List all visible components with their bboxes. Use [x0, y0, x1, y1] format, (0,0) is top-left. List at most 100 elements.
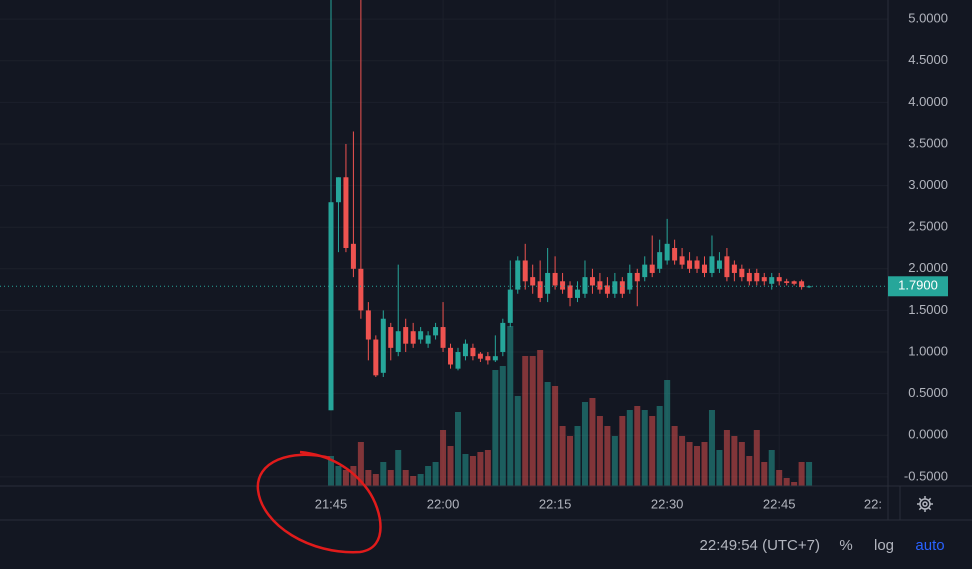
- volume-bar: [350, 466, 357, 486]
- candle-body: [634, 272, 640, 282]
- candle-body: [537, 281, 543, 298]
- percent-button[interactable]: %: [839, 537, 852, 554]
- volume-bar: [753, 430, 760, 486]
- volume-bar: [507, 326, 514, 486]
- candle-body: [365, 310, 371, 340]
- volume-bar: [806, 462, 813, 486]
- candle-body: [575, 289, 581, 298]
- candle-body: [328, 202, 334, 411]
- volume-bar: [649, 416, 656, 486]
- y-tick-label: 2.5000: [908, 219, 948, 234]
- volume-bar: [372, 474, 379, 486]
- candle-body: [507, 289, 513, 323]
- candle-body: [552, 272, 558, 286]
- volume-bar: [380, 462, 387, 486]
- plot-area: [0, 0, 888, 486]
- volume-bar: [686, 442, 693, 486]
- candle-body: [649, 264, 655, 273]
- volume-bar: [440, 430, 447, 486]
- volume-bar: [335, 466, 342, 486]
- volume-bar: [619, 416, 626, 486]
- volume-bar: [544, 382, 551, 486]
- candle-body: [560, 281, 566, 290]
- candle-body: [470, 347, 476, 357]
- candle-body: [627, 272, 633, 290]
- volume-bar: [604, 426, 611, 486]
- volume-bar: [365, 470, 372, 486]
- volume-bar: [395, 450, 402, 486]
- y-tick-label: 4.0000: [908, 94, 948, 109]
- volume-bar: [581, 402, 588, 486]
- candle-body: [410, 331, 416, 344]
- volume-bar: [761, 462, 768, 486]
- candle-body: [388, 327, 394, 348]
- x-tick-label: 22:00: [427, 496, 460, 511]
- y-tick-label: 2.0000: [908, 260, 948, 275]
- volume-bar: [425, 466, 432, 486]
- candle-body: [702, 264, 707, 273]
- candle-body: [433, 327, 439, 336]
- candle-body: [380, 318, 386, 373]
- volume-bar: [499, 366, 506, 486]
- volume-bar: [731, 436, 738, 486]
- volume-bar: [634, 406, 641, 486]
- volume-bar: [357, 442, 364, 486]
- volume-bar: [589, 398, 596, 486]
- volume-bar: [477, 452, 484, 486]
- y-tick-label: 0.5000: [908, 385, 948, 400]
- volume-bar: [522, 356, 529, 486]
- volume-bar: [469, 456, 476, 486]
- last-price-label: 1.7900: [898, 278, 938, 293]
- volume-bar: [514, 396, 521, 486]
- candle-body: [806, 286, 812, 288]
- candle-body: [343, 177, 349, 248]
- candle-body: [694, 260, 700, 269]
- candle-body: [440, 327, 446, 348]
- candle-body: [791, 281, 797, 284]
- auto-button[interactable]: auto: [915, 537, 944, 554]
- volume-bar: [626, 410, 633, 486]
- volume-bar: [447, 446, 454, 486]
- volume-bar: [484, 450, 491, 486]
- volume-bar: [776, 470, 783, 486]
- candle-body: [373, 339, 379, 376]
- volume-bar: [432, 462, 439, 486]
- candle-body: [545, 272, 551, 294]
- volume-bar: [559, 426, 566, 486]
- gear-center: [922, 501, 928, 507]
- settings-button[interactable]: [917, 496, 933, 512]
- y-tick-label: 4.5000: [908, 52, 948, 67]
- clock: 22:49:54 (UTC+7): [700, 537, 820, 554]
- y-tick-label: 3.5000: [908, 135, 948, 150]
- candle-body: [664, 243, 670, 261]
- candle-body: [784, 281, 790, 283]
- volume-bar: [738, 442, 745, 486]
- candle-body: [477, 353, 483, 359]
- volume-bar: [641, 410, 648, 486]
- y-tick-label: -0.5000: [904, 468, 948, 483]
- log-button[interactable]: log: [874, 537, 894, 554]
- candle-body: [619, 281, 625, 294]
- candle-body: [799, 281, 805, 288]
- volume-bar: [552, 386, 559, 486]
- last-price-box: [888, 276, 948, 297]
- volume-bar: [716, 450, 723, 486]
- volume-bar: [611, 436, 618, 486]
- candle-body: [597, 281, 603, 290]
- volume-bar: [723, 430, 730, 486]
- y-tick-label: 1.5000: [908, 302, 948, 317]
- x-tick-label: 22:30: [651, 496, 684, 511]
- candle-body: [672, 247, 678, 261]
- candle-body: [776, 277, 782, 282]
- y-tick-label: 0.0000: [908, 427, 948, 442]
- volume-bar: [791, 482, 798, 486]
- candle-body: [403, 327, 409, 344]
- y-tick-label: 1.0000: [908, 343, 948, 358]
- candle-body: [761, 277, 767, 282]
- candle-body: [679, 256, 685, 265]
- volume-bar: [574, 426, 581, 486]
- volume-bar: [679, 436, 686, 486]
- volume-bar: [656, 406, 663, 486]
- volume-bar: [417, 474, 424, 486]
